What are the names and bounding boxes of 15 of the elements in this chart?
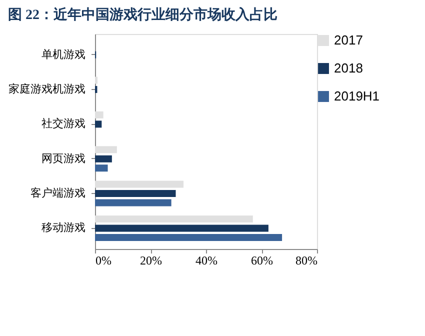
x-tick-label: 40% xyxy=(196,254,218,268)
legend-label: 2019H1 xyxy=(334,88,380,104)
legend-label: 2017 xyxy=(334,32,363,48)
x-tick-label: 60% xyxy=(251,254,273,268)
y-tick-label: 社交游戏 xyxy=(42,117,86,130)
y-tick-label: 移动游戏 xyxy=(42,221,86,234)
y-tick-label: 客户端游戏 xyxy=(30,186,86,200)
x-tick-label: 0% xyxy=(96,254,112,268)
y-tick-label: 家庭游戏机游戏 xyxy=(8,82,86,96)
y-tick-label: 单机游戏 xyxy=(42,48,86,61)
x-tick-label: 20% xyxy=(140,254,162,268)
chart-title: 图 22：近年中国游戏行业细分市场收入占比 xyxy=(8,6,278,23)
x-tick-label: 80% xyxy=(296,254,318,268)
y-tick-label: 网页游戏 xyxy=(42,152,86,165)
legend-label: 2018 xyxy=(334,60,363,76)
